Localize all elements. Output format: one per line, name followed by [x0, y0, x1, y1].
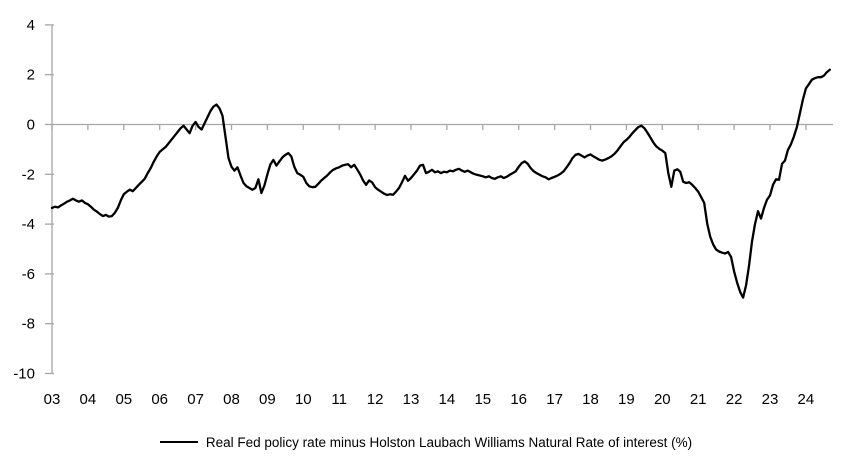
x-axis-tick-label: 13 [403, 391, 420, 408]
x-axis-tick-label: 23 [762, 391, 779, 408]
chart-legend: Real Fed policy rate minus Holston Lauba… [0, 431, 852, 453]
x-axis-tick-label: 03 [44, 391, 61, 408]
y-axis-tick-label: -4 [22, 216, 35, 233]
y-axis-tick-label: 4 [27, 17, 35, 34]
series-line [50, 68, 831, 299]
y-axis-tick-label: -8 [22, 316, 35, 333]
x-axis-tick-label: 20 [654, 391, 671, 408]
x-axis-tick-label: 24 [798, 391, 815, 408]
x-axis-tick-label: 22 [726, 391, 743, 408]
x-axis-tick-label: 14 [439, 391, 456, 408]
x-axis-tick-label: 18 [582, 391, 599, 408]
y-axis-tick-label: 0 [27, 117, 35, 134]
y-axis-tick-label: -6 [22, 266, 35, 283]
x-axis-tick-label: 07 [187, 391, 204, 408]
x-axis-tick-label: 16 [510, 391, 527, 408]
x-axis-tick-label: 10 [295, 391, 312, 408]
x-axis-tick-label: 11 [331, 391, 347, 408]
legend-line-sample-icon [159, 441, 198, 443]
y-axis-tick-label: -10 [13, 366, 35, 383]
x-axis-tick-label: 04 [80, 391, 97, 408]
x-axis-tick-label: 06 [151, 391, 168, 408]
y-axis-tick-label: 2 [27, 67, 35, 84]
x-axis-tick-label: 15 [474, 391, 491, 408]
x-axis-tick-label: 12 [367, 391, 384, 408]
x-axis-tick-label: 17 [546, 391, 563, 408]
x-axis-tick-label: 21 [690, 391, 707, 408]
x-axis-tick-label: 05 [115, 391, 132, 408]
x-axis-tick-label: 09 [259, 391, 276, 408]
x-axis-tick-label: 08 [223, 391, 240, 408]
legend-label: Real Fed policy rate minus Holston Lauba… [205, 434, 693, 450]
y-axis-tick-label: -2 [22, 166, 35, 183]
x-axis-tick-label: 19 [618, 391, 635, 408]
